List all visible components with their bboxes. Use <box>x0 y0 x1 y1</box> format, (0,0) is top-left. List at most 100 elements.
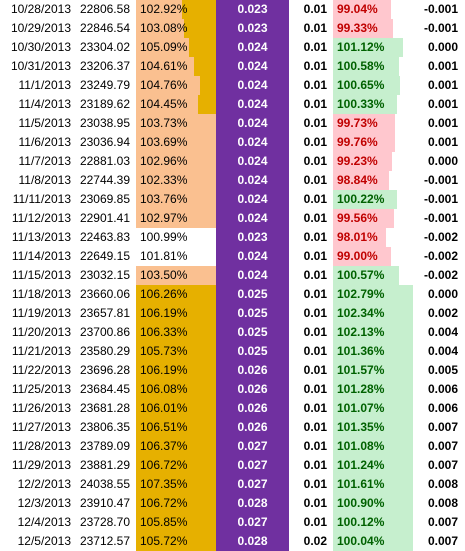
small-value-cell[interactable]: 0.02 <box>303 534 327 548</box>
percent-cell[interactable]: 101.12% <box>333 38 413 57</box>
value-cell[interactable]: 23660.06 <box>79 287 130 301</box>
small-value-cell[interactable]: 0.01 <box>303 420 327 434</box>
date-cell[interactable]: 10/31/2013 <box>10 59 71 73</box>
value-cell[interactable]: 22649.15 <box>79 249 130 263</box>
delta-cell[interactable]: -0.001 <box>423 21 458 35</box>
date-cell[interactable]: 11/14/2013 <box>11 249 71 263</box>
value-cell[interactable]: 23681.28 <box>79 401 130 415</box>
small-value-cell[interactable]: 0.01 <box>303 192 327 206</box>
rate-cell[interactable]: 0.025 <box>216 285 289 304</box>
ratio-cell[interactable]: 103.76% <box>136 190 216 209</box>
value-cell[interactable]: 22463.83 <box>79 230 130 244</box>
date-cell[interactable]: 11/22/2013 <box>11 363 71 377</box>
value-cell[interactable]: 23069.85 <box>79 192 130 206</box>
date-cell[interactable]: 12/2/2013 <box>17 477 71 491</box>
small-value-cell[interactable]: 0.01 <box>303 458 327 472</box>
ratio-cell[interactable]: 106.19% <box>136 304 216 323</box>
date-cell[interactable]: 11/4/2013 <box>18 97 72 111</box>
small-value-cell[interactable]: 0.01 <box>303 2 327 16</box>
percent-cell[interactable]: 99.04% <box>333 0 413 19</box>
ratio-cell[interactable]: 105.72% <box>136 532 216 551</box>
small-value-cell[interactable]: 0.01 <box>303 325 327 339</box>
value-cell[interactable]: 22881.03 <box>79 154 130 168</box>
delta-cell[interactable]: 0.007 <box>427 439 458 453</box>
ratio-cell[interactable]: 106.72% <box>136 494 216 513</box>
rate-cell[interactable]: 0.024 <box>216 57 289 76</box>
small-value-cell[interactable]: 0.01 <box>303 135 327 149</box>
percent-cell[interactable]: 101.61% <box>333 475 413 494</box>
delta-cell[interactable]: 0.006 <box>427 382 458 396</box>
percent-cell[interactable]: 101.36% <box>333 342 413 361</box>
small-value-cell[interactable]: 0.01 <box>303 363 327 377</box>
delta-cell[interactable]: 0.000 <box>427 287 458 301</box>
date-cell[interactable]: 11/27/2013 <box>11 420 71 434</box>
percent-cell[interactable]: 99.73% <box>333 114 413 133</box>
value-cell[interactable]: 23684.45 <box>79 382 130 396</box>
ratio-cell[interactable]: 106.26% <box>136 285 216 304</box>
date-cell[interactable]: 10/30/2013 <box>10 40 71 54</box>
small-value-cell[interactable]: 0.01 <box>303 344 327 358</box>
ratio-cell[interactable]: 106.37% <box>136 437 216 456</box>
small-value-cell[interactable]: 0.01 <box>303 97 327 111</box>
delta-cell[interactable]: -0.001 <box>423 211 458 225</box>
delta-cell[interactable]: -0.002 <box>423 249 458 263</box>
percent-cell[interactable]: 101.28% <box>333 380 413 399</box>
small-value-cell[interactable]: 0.01 <box>303 230 327 244</box>
value-cell[interactable]: 23304.02 <box>79 40 130 54</box>
date-cell[interactable]: 11/18/2013 <box>11 287 71 301</box>
delta-cell[interactable]: -0.001 <box>423 173 458 187</box>
ratio-cell[interactable]: 102.92% <box>136 0 216 19</box>
value-cell[interactable]: 23038.95 <box>79 116 130 130</box>
ratio-cell[interactable]: 105.09% <box>136 38 216 57</box>
date-cell[interactable]: 11/20/2013 <box>11 325 71 339</box>
rate-cell[interactable]: 0.024 <box>216 114 289 133</box>
small-value-cell[interactable]: 0.01 <box>303 477 327 491</box>
small-value-cell[interactable]: 0.01 <box>303 21 327 35</box>
small-value-cell[interactable]: 0.01 <box>303 154 327 168</box>
ratio-cell[interactable]: 106.33% <box>136 323 216 342</box>
date-cell[interactable]: 11/19/2013 <box>11 306 71 320</box>
ratio-cell[interactable]: 104.76% <box>136 76 216 95</box>
value-cell[interactable]: 23036.94 <box>79 135 130 149</box>
date-cell[interactable]: 11/21/2013 <box>11 344 71 358</box>
value-cell[interactable]: 22744.39 <box>79 173 130 187</box>
percent-cell[interactable]: 102.79% <box>333 285 413 304</box>
percent-cell[interactable]: 100.04% <box>333 532 413 551</box>
rate-cell[interactable]: 0.024 <box>216 171 289 190</box>
percent-cell[interactable]: 100.65% <box>333 76 413 95</box>
value-cell[interactable]: 22901.41 <box>79 211 130 225</box>
ratio-cell[interactable]: 106.08% <box>136 380 216 399</box>
small-value-cell[interactable]: 0.01 <box>303 116 327 130</box>
date-cell[interactable]: 11/28/2013 <box>11 439 71 453</box>
rate-cell[interactable]: 0.026 <box>216 361 289 380</box>
date-cell[interactable]: 11/1/2013 <box>18 78 72 92</box>
rate-cell[interactable]: 0.027 <box>216 456 289 475</box>
value-cell[interactable]: 23712.57 <box>79 534 130 548</box>
rate-cell[interactable]: 0.024 <box>216 266 289 285</box>
value-cell[interactable]: 23910.47 <box>79 496 130 510</box>
percent-cell[interactable]: 99.23% <box>333 152 413 171</box>
small-value-cell[interactable]: 0.01 <box>303 173 327 187</box>
date-cell[interactable]: 11/5/2013 <box>18 116 72 130</box>
rate-cell[interactable]: 0.024 <box>216 190 289 209</box>
date-cell[interactable]: 10/28/2013 <box>10 2 71 16</box>
ratio-cell[interactable]: 105.73% <box>136 342 216 361</box>
delta-cell[interactable]: 0.001 <box>427 135 458 149</box>
delta-cell[interactable]: 0.001 <box>427 116 458 130</box>
value-cell[interactable]: 23881.29 <box>79 458 130 472</box>
rate-cell[interactable]: 0.023 <box>216 0 289 19</box>
ratio-cell[interactable]: 103.73% <box>136 114 216 133</box>
delta-cell[interactable]: -0.001 <box>423 2 458 16</box>
value-cell[interactable]: 23206.37 <box>79 59 130 73</box>
ratio-cell[interactable]: 106.72% <box>136 456 216 475</box>
percent-cell[interactable]: 102.34% <box>333 304 413 323</box>
delta-cell[interactable]: 0.006 <box>427 401 458 415</box>
ratio-cell[interactable]: 105.85% <box>136 513 216 532</box>
small-value-cell[interactable]: 0.01 <box>303 382 327 396</box>
percent-cell[interactable]: 101.07% <box>333 399 413 418</box>
percent-cell[interactable]: 101.57% <box>333 361 413 380</box>
value-cell[interactable]: 23032.15 <box>79 268 130 282</box>
rate-cell[interactable]: 0.027 <box>216 437 289 456</box>
delta-cell[interactable]: -0.002 <box>423 230 458 244</box>
delta-cell[interactable]: 0.007 <box>427 420 458 434</box>
